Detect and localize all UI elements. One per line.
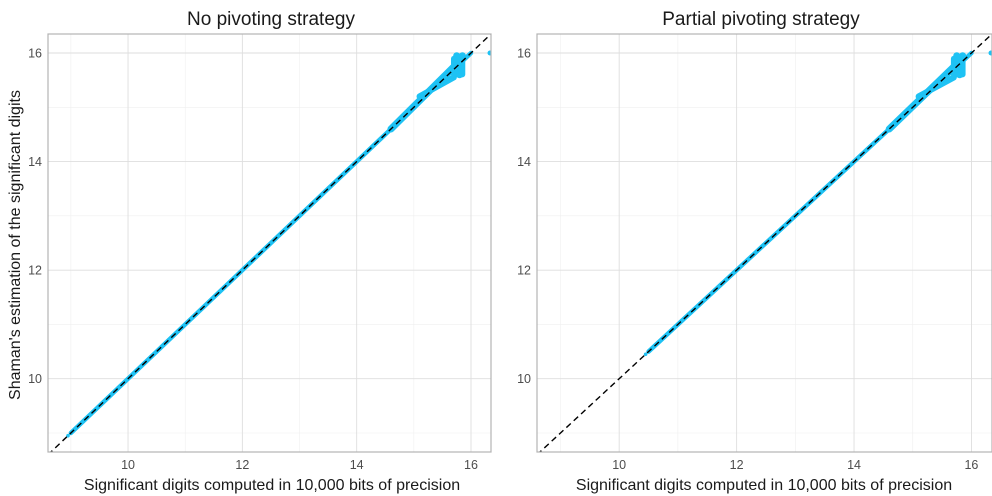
x-tick-label: 10 [121, 458, 135, 472]
y-tick-label: 16 [28, 47, 42, 61]
y-tick-label: 12 [517, 264, 531, 278]
data-point [643, 352, 648, 357]
y-tick-label: 10 [28, 372, 42, 386]
data-point [458, 52, 466, 60]
x-tick-label: 10 [612, 458, 626, 472]
outlier-point [988, 50, 992, 56]
panel-border [47, 33, 492, 453]
x-tick-label: 12 [730, 458, 744, 472]
data-point [453, 52, 461, 60]
x-tick-label: 14 [350, 458, 364, 472]
y-axis-label: Shaman's estimation of the significant d… [7, 90, 24, 400]
plot-area: 10 12 14 16 10 12 14 16 [28, 33, 492, 472]
plot-marks [538, 34, 992, 452]
panel-partial-pivoting: Partial pivoting strategy Significant di… [517, 9, 992, 494]
data-point [953, 52, 961, 60]
data-point [456, 71, 464, 79]
data-band-wide [915, 74, 957, 100]
outlier-point [487, 50, 491, 56]
panel-border [536, 33, 992, 453]
data-band-wide [416, 74, 457, 100]
y-tick-label: 14 [517, 155, 531, 169]
x-axis-label: Significant digits computed in 10,000 bi… [84, 477, 460, 494]
data-point [956, 71, 964, 79]
x-tick-label: 16 [464, 458, 478, 472]
y-tick-label: 14 [28, 155, 42, 169]
panel-title: No pivoting strategy [187, 9, 355, 30]
y-tick-label: 12 [28, 264, 42, 278]
panel-no-pivoting: No pivoting strategy Significant digits … [7, 9, 492, 494]
data-point [959, 52, 967, 60]
x-axis-label: Significant digits computed in 10,000 bi… [576, 477, 952, 494]
panel-title: Partial pivoting strategy [662, 9, 860, 30]
x-tick-label: 14 [847, 458, 861, 472]
plot-area: 10 12 14 16 10 12 14 16 [517, 33, 992, 472]
reference-line [538, 34, 992, 452]
plot-marks [49, 34, 491, 452]
data-point [66, 433, 70, 438]
data-point [102, 399, 107, 403]
x-tick-label: 16 [964, 458, 978, 472]
x-tick-label: 12 [235, 458, 249, 472]
y-tick-label: 10 [517, 372, 531, 386]
y-tick-label: 16 [517, 47, 531, 61]
reference-line [49, 34, 491, 452]
